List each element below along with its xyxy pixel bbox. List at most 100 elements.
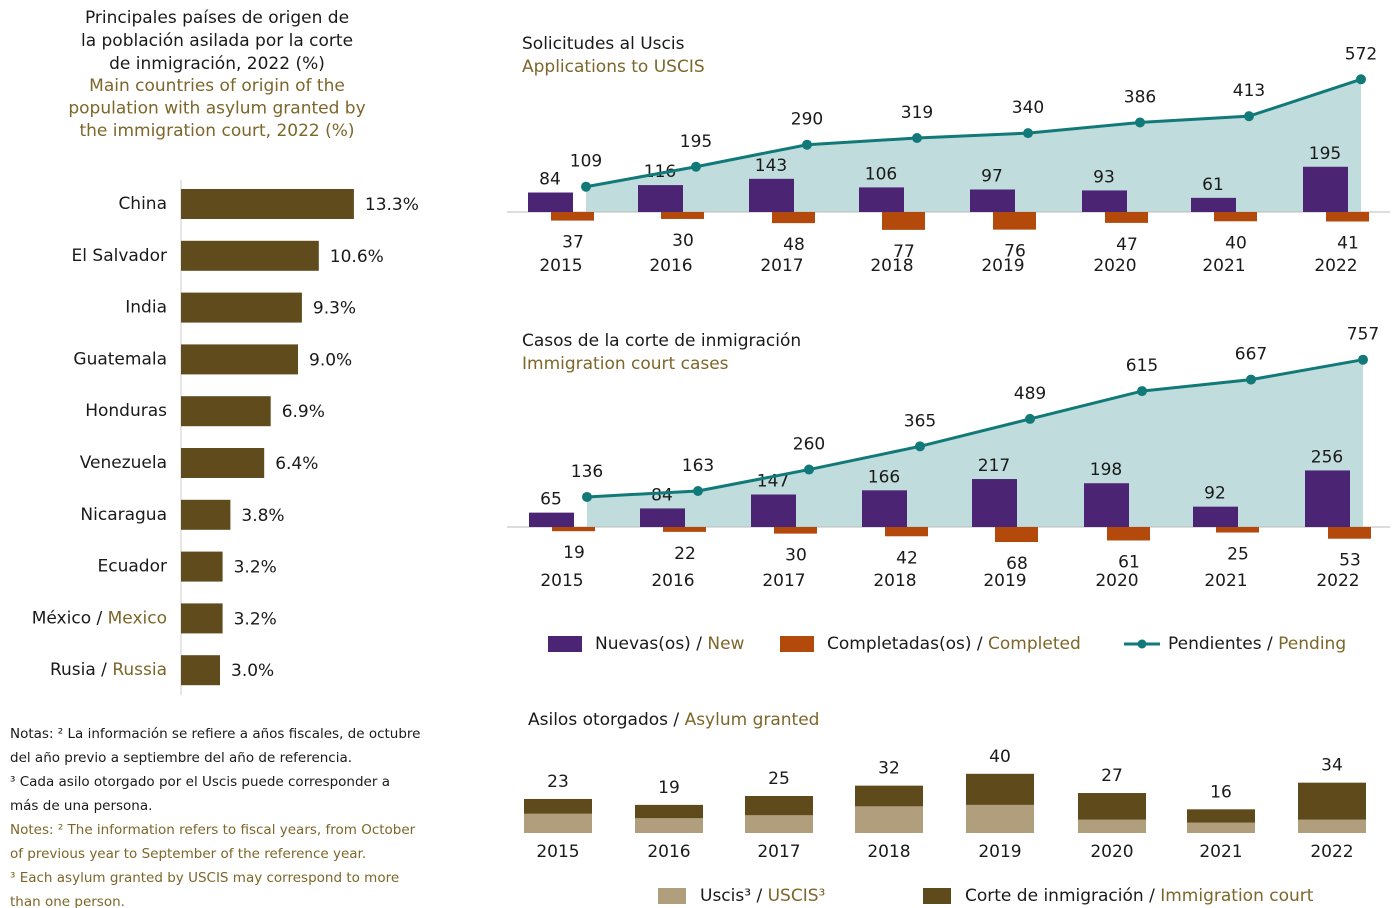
bar-new	[1193, 506, 1238, 527]
bar	[181, 396, 271, 427]
x-tick-label: 2015	[540, 571, 583, 591]
data-label: 143	[755, 156, 787, 176]
chart-title: Principales países de origen de	[85, 8, 349, 28]
bar-new	[638, 185, 683, 212]
chart-subtitle: Immigration court cases	[522, 354, 729, 374]
pending-point	[1244, 111, 1254, 122]
pending-point	[912, 132, 922, 143]
chart-title: Casos de la corte de inmigración	[522, 331, 801, 351]
data-label: 340	[1012, 98, 1044, 118]
pending-point	[1246, 374, 1256, 385]
x-tick-label: 2017	[760, 256, 803, 276]
data-label: 47	[1116, 235, 1138, 255]
pending-point	[693, 485, 703, 496]
data-label: 217	[978, 456, 1010, 476]
bar-new	[970, 189, 1015, 212]
bar-completed	[993, 212, 1036, 230]
category-label: Venezuela	[80, 453, 167, 473]
bar-completed	[885, 527, 928, 537]
bar-new	[529, 512, 574, 527]
value-label: 3.2%	[234, 609, 277, 629]
x-tick-label: 2015	[536, 842, 579, 862]
bar-completed	[774, 527, 817, 534]
bar-segment	[1078, 793, 1146, 820]
legend-swatch	[658, 888, 686, 904]
value-label: 3.0%	[231, 661, 274, 681]
value-label: 10.6%	[330, 247, 384, 267]
data-label: 109	[570, 152, 602, 172]
category-label: Honduras	[85, 401, 167, 421]
legend-label: Uscis³ / USCIS³	[700, 886, 825, 906]
bar-new	[528, 192, 573, 212]
category-label: El Salvador	[72, 246, 167, 266]
bar-completed	[1105, 212, 1148, 223]
category-label: Guatemala	[73, 349, 167, 369]
category-label: China	[118, 194, 167, 214]
pending-point	[1025, 413, 1035, 424]
data-label: 19	[563, 543, 585, 563]
bar-completed	[1107, 527, 1150, 541]
data-label: 106	[865, 164, 897, 184]
total-label: 34	[1321, 756, 1343, 776]
pending-point	[1023, 128, 1033, 139]
x-tick-label: 2017	[757, 842, 800, 862]
bar-completed	[552, 527, 595, 532]
bar	[181, 292, 302, 323]
legend-swatch	[548, 636, 582, 652]
data-label: 22	[674, 544, 696, 564]
data-label: 25	[1227, 545, 1249, 565]
legend-swatch	[780, 636, 814, 652]
chart-subtitle: Applications to USCIS	[522, 57, 705, 77]
data-label: 615	[1126, 356, 1158, 376]
note: of previous year to September of the ref…	[10, 846, 366, 862]
legend-swatch	[1137, 639, 1147, 649]
data-label: 163	[682, 456, 714, 476]
note: than one person.	[10, 894, 125, 908]
bar	[181, 603, 223, 634]
bar-new	[1191, 197, 1236, 212]
data-label: 365	[904, 411, 936, 431]
x-tick-label: 2015	[539, 256, 582, 276]
pending-point	[582, 491, 592, 502]
bar-segment	[635, 804, 703, 819]
pending-point	[1137, 386, 1147, 397]
data-label: 61	[1118, 552, 1140, 572]
data-label: 136	[571, 462, 603, 482]
data-label: 77	[893, 242, 915, 262]
bar-new	[972, 479, 1017, 527]
data-label: 195	[680, 132, 712, 152]
pending-line	[585, 77, 1362, 189]
data-label: 97	[981, 166, 1003, 186]
bar	[181, 344, 298, 375]
data-label: 319	[901, 103, 933, 123]
bar-segment	[524, 798, 592, 814]
chart-subtitle: Main countries of origin of the	[89, 76, 345, 96]
x-tick-label: 2018	[867, 842, 910, 862]
data-label: 166	[868, 467, 900, 487]
bar-segment	[635, 818, 703, 833]
value-label: 9.0%	[309, 350, 352, 370]
bar-new	[1082, 190, 1127, 212]
data-label: 260	[793, 435, 825, 455]
chart-title: Asilos otorgados / Asylum granted	[528, 710, 819, 730]
total-label: 23	[547, 772, 569, 792]
category-label: Nicaragua	[80, 505, 167, 525]
data-label: 65	[540, 490, 562, 510]
pending-point	[691, 161, 701, 172]
x-tick-label: 2020	[1095, 571, 1138, 591]
bar	[181, 551, 223, 582]
x-tick-label: 2016	[649, 256, 692, 276]
x-tick-label: 2019	[983, 571, 1026, 591]
value-label: 3.2%	[234, 558, 277, 578]
data-label: 37	[562, 233, 584, 253]
x-tick-label: 2021	[1199, 842, 1242, 862]
chart-subtitle: the immigration court, 2022 (%)	[79, 121, 354, 141]
value-label: 9.3%	[313, 299, 356, 319]
bar-segment	[1187, 809, 1255, 823]
x-tick-label: 2021	[1204, 571, 1247, 591]
x-tick-label: 2019	[978, 842, 1021, 862]
x-tick-label: 2022	[1314, 256, 1357, 276]
bar-new	[1084, 483, 1129, 527]
total-label: 40	[989, 747, 1011, 767]
bar-segment	[745, 796, 813, 816]
